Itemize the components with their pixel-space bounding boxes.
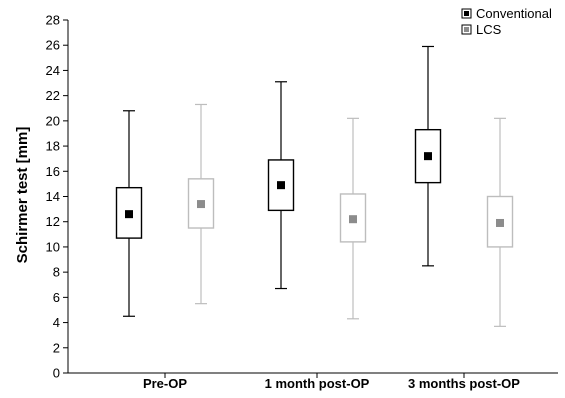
y-tick-label: 28 [46,13,60,28]
x-tick-label: 1 month post-OP [265,376,370,391]
y-tick-label: 24 [46,63,60,78]
y-tick-label: 12 [46,214,60,229]
mean-marker [424,152,432,161]
y-tick-label: 2 [53,340,60,355]
y-tick-label: 10 [46,239,60,254]
box-conventional-0 [115,110,143,317]
legend-label: LCS [476,22,502,37]
box-conventional-2 [414,45,442,267]
box-rect [267,159,295,212]
legend-label: Conventional [476,6,552,21]
mean-marker [496,218,504,227]
box-lcs-0 [187,103,215,305]
x-tick-label: 3 months post-OP [408,376,520,391]
x-axis-ticks: Pre-OP 1 month post-OP 3 months post-OP [143,373,520,391]
legend-item-conventional: Conventional [461,6,552,21]
y-tick-label: 0 [53,366,60,381]
mean-marker [349,215,357,224]
legend-swatch [464,27,469,32]
box-lcs-1 [339,117,367,320]
legend-swatch [464,11,469,16]
y-tick-label: 22 [46,88,60,103]
mean-marker [197,200,205,209]
y-tick-label: 20 [46,113,60,128]
y-tick-label: 18 [46,139,60,154]
y-tick-label: 6 [53,290,60,305]
mean-marker [277,181,285,190]
legend-item-lcs: LCS [461,22,502,37]
y-tick-label: 26 [46,38,60,53]
y-tick-label: 16 [46,164,60,179]
y-tick-label: 8 [53,265,60,280]
y-tick-label: 4 [53,315,60,330]
x-tick-label: Pre-OP [143,376,187,391]
y-axis-title: Schirmer test [mm] [14,127,31,264]
box-conventional-1 [267,81,295,290]
box-lcs-2 [486,117,514,327]
y-tick-label: 14 [46,189,60,204]
mean-marker [125,210,133,219]
box-series [115,45,514,327]
